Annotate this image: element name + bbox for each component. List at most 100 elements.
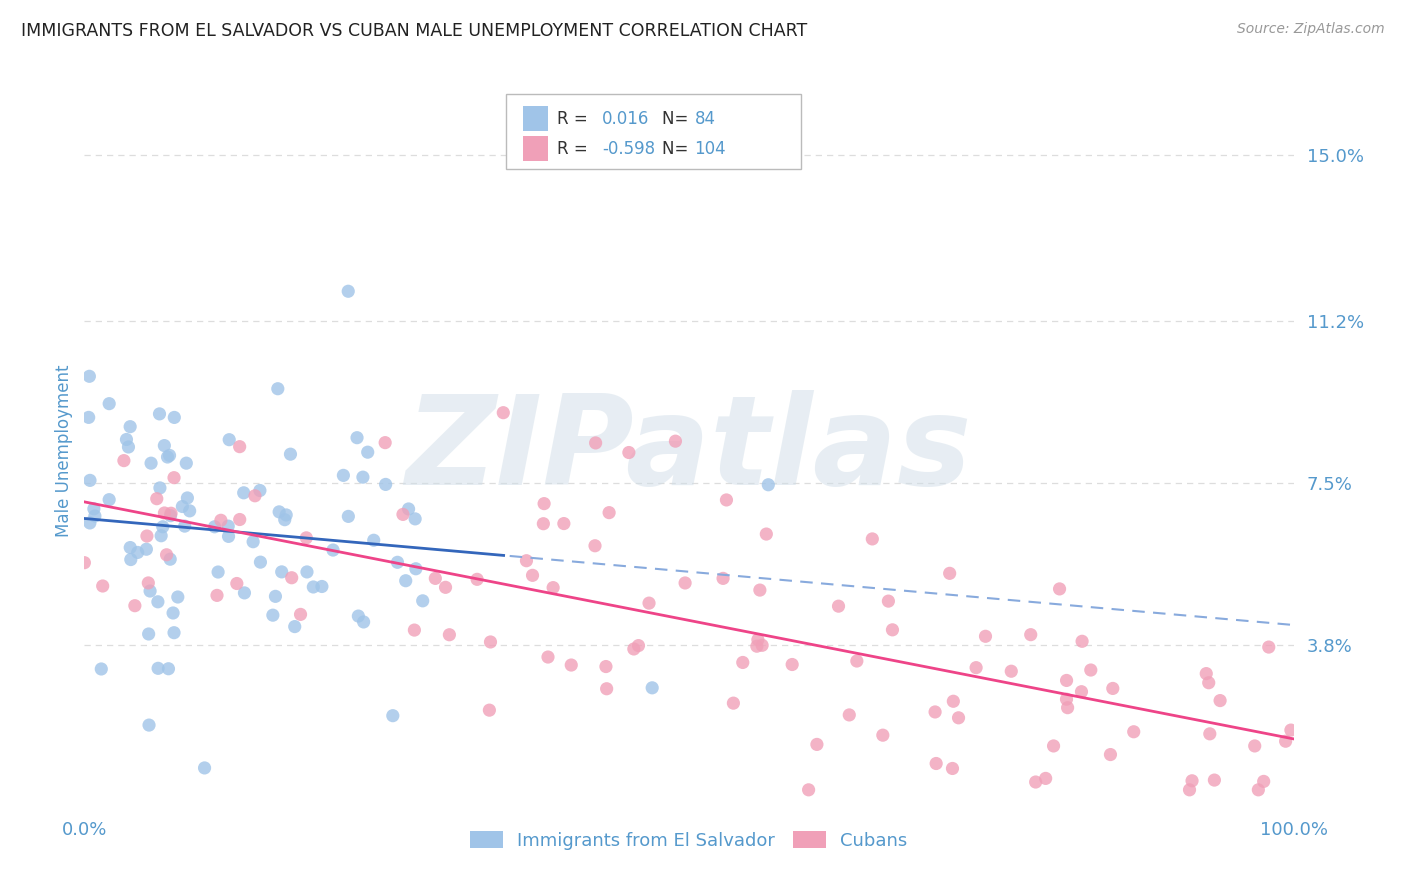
Point (153, 506, 176, 520)
Point (83, 501, 105, 516)
Point (522, 568, 544, 582)
Point (146, 595, 169, 609)
Point (664, 434, 686, 449)
Point (83, 508, 105, 523)
Point (1056, 692, 1078, 706)
Text: 104: 104 (695, 140, 725, 158)
Point (1056, 673, 1078, 688)
Point (249, 483, 271, 498)
Point (1247, 782, 1270, 797)
Point (267, 382, 290, 396)
Point (173, 519, 195, 533)
Point (780, 657, 803, 672)
Point (295, 531, 318, 545)
Point (942, 694, 965, 708)
Point (218, 433, 240, 447)
Point (204, 520, 226, 534)
Point (1035, 772, 1057, 786)
Point (193, 761, 215, 775)
Point (748, 583, 770, 598)
Point (673, 576, 696, 591)
Point (152, 520, 174, 534)
Point (617, 445, 640, 459)
Point (492, 406, 515, 420)
Point (77, 410, 100, 425)
Point (1070, 684, 1092, 698)
Point (1042, 739, 1064, 753)
Point (146, 661, 169, 675)
Point (155, 548, 177, 562)
Point (1122, 724, 1144, 739)
Point (925, 756, 948, 771)
Point (302, 580, 325, 594)
Point (79, 474, 101, 488)
Point (1099, 747, 1122, 762)
Point (322, 543, 344, 558)
Point (638, 596, 661, 610)
Legend: Immigrants from El Salvador, Cubans: Immigrants from El Salvador, Cubans (463, 824, 915, 857)
Point (228, 512, 250, 526)
Point (1181, 773, 1204, 788)
Point (381, 708, 404, 723)
Point (938, 566, 960, 581)
Point (280, 571, 302, 585)
Point (290, 607, 312, 622)
Point (395, 574, 418, 588)
Point (233, 586, 256, 600)
Point (159, 508, 181, 523)
Point (1000, 665, 1022, 679)
Point (352, 470, 374, 484)
Point (465, 572, 488, 586)
Point (1101, 681, 1123, 696)
Point (337, 285, 360, 299)
Text: N=: N= (662, 140, 693, 158)
Point (838, 707, 860, 722)
Point (79, 369, 101, 384)
Point (163, 410, 186, 425)
Point (120, 552, 142, 566)
Point (877, 594, 900, 608)
Point (135, 529, 157, 543)
Point (176, 456, 198, 470)
Point (98, 492, 121, 507)
Point (924, 705, 946, 719)
Point (90, 662, 112, 676)
Point (872, 728, 894, 742)
Point (166, 590, 188, 604)
Point (159, 552, 181, 566)
Point (346, 431, 368, 445)
Point (533, 497, 555, 511)
Point (425, 571, 447, 585)
Point (280, 447, 302, 461)
Point (731, 656, 754, 670)
Point (1204, 773, 1226, 788)
Point (405, 562, 427, 576)
Point (479, 635, 502, 649)
Point (1253, 774, 1275, 789)
Point (1178, 782, 1201, 797)
Text: Source: ZipAtlas.com: Source: ZipAtlas.com (1237, 22, 1385, 37)
Point (242, 534, 264, 549)
Point (156, 450, 179, 464)
Point (127, 545, 149, 559)
Point (1056, 700, 1078, 714)
Point (357, 445, 380, 459)
Point (1198, 727, 1220, 741)
Point (249, 555, 271, 569)
Point (515, 554, 537, 568)
Point (716, 492, 738, 507)
Point (209, 513, 232, 527)
Point (941, 762, 963, 776)
Text: ZIPatlas: ZIPatlas (406, 390, 972, 511)
Point (434, 580, 457, 594)
Point (974, 629, 997, 643)
Point (827, 599, 849, 614)
Point (117, 440, 139, 454)
Point (1198, 675, 1220, 690)
Point (751, 638, 773, 652)
Point (560, 658, 582, 673)
Point (723, 696, 745, 710)
Point (138, 718, 160, 732)
Point (150, 529, 173, 543)
Point (404, 512, 426, 526)
